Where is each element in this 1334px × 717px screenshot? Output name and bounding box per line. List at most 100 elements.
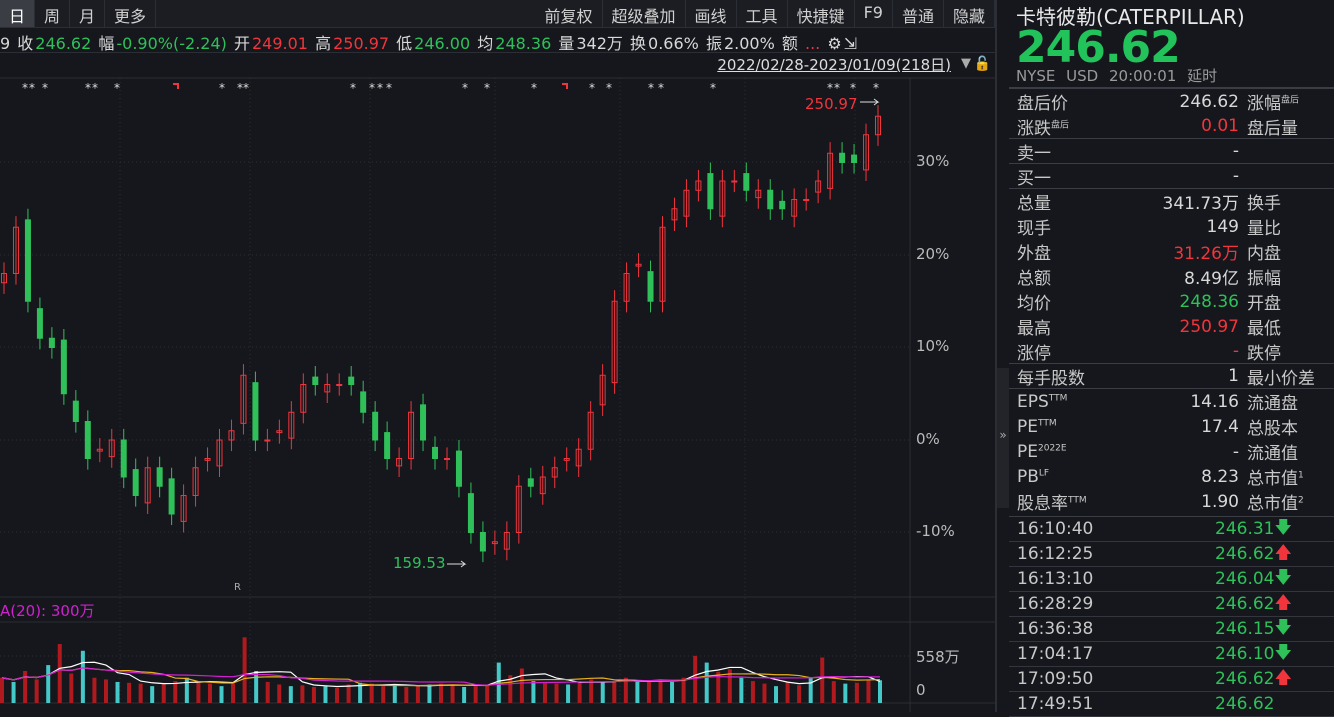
- date-range-link[interactable]: 2022/02/28-2023/01/09(218日): [717, 56, 951, 74]
- candle: [228, 430, 235, 441]
- field-label-text: 盘后价: [1017, 94, 1068, 114]
- volume-bar: [311, 686, 316, 703]
- gear-icon[interactable]: ⚙: [827, 34, 842, 53]
- field-label-2-text: 最小价差: [1247, 368, 1315, 389]
- toolbar-button[interactable]: 前复权: [536, 0, 603, 27]
- flag-marker: [562, 83, 568, 89]
- more-indicator[interactable]: ...: [804, 34, 821, 53]
- field-label-text: 总量: [1017, 194, 1051, 214]
- volume-bar: [820, 657, 825, 703]
- field-label: 每手股数: [1017, 364, 1127, 389]
- volume-bar: [150, 686, 155, 703]
- volume-bar: [300, 685, 305, 703]
- toolbar-button[interactable]: 超级叠加: [603, 0, 686, 27]
- quote-row: 涨停 - 跌停: [1009, 339, 1334, 364]
- quote-row: 买一 -: [1009, 164, 1334, 189]
- star-marker: *: [42, 81, 48, 95]
- volume-bar: [415, 686, 420, 703]
- star-marker: *: [219, 81, 225, 95]
- volume-bar: [670, 681, 675, 703]
- low-label: 低: [396, 34, 413, 53]
- volume-ma-label: A(20): 300万: [0, 602, 95, 620]
- candle: [635, 263, 642, 267]
- currency: USD: [1066, 67, 1099, 85]
- tick-price: 246.15: [1215, 619, 1275, 639]
- star-marker: *: [22, 81, 28, 95]
- tick-price: 246.31: [1215, 519, 1275, 539]
- field-label-sup: 2022E: [1038, 442, 1067, 453]
- volume-bar: [704, 662, 709, 703]
- period-tab[interactable]: 更多: [105, 0, 157, 27]
- quote-row: 均价 248.36 开盘: [1009, 289, 1334, 315]
- period-tab[interactable]: 周: [35, 0, 71, 27]
- tick-list[interactable]: 16:10:40 246.31 🡇 16:12:25 246.62 🡅 16:13:10 24…: [1009, 516, 1334, 717]
- up-arrow-icon: 🡅: [1274, 667, 1292, 688]
- field-value: 8.23: [1201, 466, 1239, 487]
- period-tab[interactable]: 日: [0, 0, 36, 27]
- candle: [863, 134, 870, 171]
- candlestick-chart[interactable]: * * * * * * * * * * * * * * * * * * * * * * * * *: [0, 0, 995, 712]
- volume-bar: [866, 679, 871, 703]
- volume-bar: [531, 681, 536, 703]
- field-label: 盘后价: [1017, 89, 1127, 114]
- tick-row: 17:49:51 246.62: [1009, 692, 1334, 717]
- field-label: 均价: [1017, 289, 1127, 314]
- quote-fields: 盘后价 246.62 涨幅盘后 涨跌盘后 0.01 盘后量 卖一 - 买一 - 总量 341.73万换…: [1009, 87, 1334, 514]
- field-label-text: 最高: [1017, 319, 1051, 339]
- field-label-2-text: 总股本: [1247, 419, 1298, 439]
- volume-bar: [346, 684, 351, 703]
- candle: [527, 478, 534, 487]
- field-label-2-sup: 盘后: [1281, 95, 1300, 106]
- field-label-text: 每手股数: [1017, 368, 1085, 389]
- toolbar-button[interactable]: 工具: [737, 0, 788, 27]
- field-label: 股息率TTM: [1017, 489, 1127, 514]
- lock-icon[interactable]: 🔓: [973, 56, 991, 72]
- field-value: -: [1232, 341, 1239, 361]
- field-label: 总额: [1017, 264, 1127, 289]
- tick-time: 16:36:38: [1017, 619, 1094, 639]
- period-tab[interactable]: 月: [70, 0, 106, 27]
- candle: [719, 180, 726, 217]
- amplitude-value: 2.00%: [723, 34, 775, 53]
- toolbar-button[interactable]: 普通: [893, 0, 944, 27]
- volume-bar: [462, 686, 467, 703]
- candle: [587, 411, 594, 450]
- field-label-sup: TTM: [1068, 495, 1087, 506]
- tick-time: 17:04:17: [1017, 644, 1094, 664]
- volume-bar: [577, 681, 582, 703]
- quote-row: PE2022E - 流通值: [1009, 439, 1334, 465]
- toolbar-button[interactable]: F9: [855, 0, 893, 27]
- volume-bar: [485, 685, 490, 703]
- dropdown-triangle-icon[interactable]: ▼: [961, 56, 971, 71]
- field-label-text: PB: [1017, 466, 1039, 487]
- expand-icon[interactable]: »: [997, 368, 1009, 508]
- candle: [348, 376, 355, 386]
- volume-bar: [369, 683, 374, 703]
- field-label-text: EPS: [1017, 391, 1049, 412]
- field-value: 0.01: [1201, 116, 1239, 136]
- field-value: 17.4: [1201, 416, 1239, 437]
- field-label-2: 盘后量: [1247, 114, 1298, 139]
- volume-bar: [750, 681, 755, 703]
- candle: [443, 458, 450, 460]
- turnover-label: 换: [630, 34, 647, 53]
- volume-bar: [716, 671, 721, 703]
- toolbar-button[interactable]: 画线: [686, 0, 737, 27]
- field-label-text: 现手: [1017, 219, 1051, 239]
- volume-bar: [69, 673, 74, 703]
- toolbar-button[interactable]: 快捷键: [788, 0, 855, 27]
- field-label-text: 外盘: [1017, 244, 1051, 264]
- candle: [312, 376, 319, 386]
- volume-bar: [161, 683, 166, 703]
- quote-row: 现手 149 量比: [1009, 214, 1334, 240]
- tick-time: 16:13:10: [1017, 569, 1094, 589]
- field-label-text: 总额: [1017, 269, 1051, 289]
- volume-bar: [173, 681, 178, 703]
- popout-icon[interactable]: ⇲: [843, 34, 858, 53]
- toolbar-button[interactable]: 隐藏: [944, 0, 995, 27]
- field-label-text: PE: [1017, 441, 1038, 462]
- star-marker: *: [589, 81, 595, 95]
- up-arrow-icon: 🡅: [1274, 592, 1292, 613]
- volume-bar: [843, 683, 848, 703]
- tick-row: 17:04:17 246.10 🡇: [1009, 642, 1334, 667]
